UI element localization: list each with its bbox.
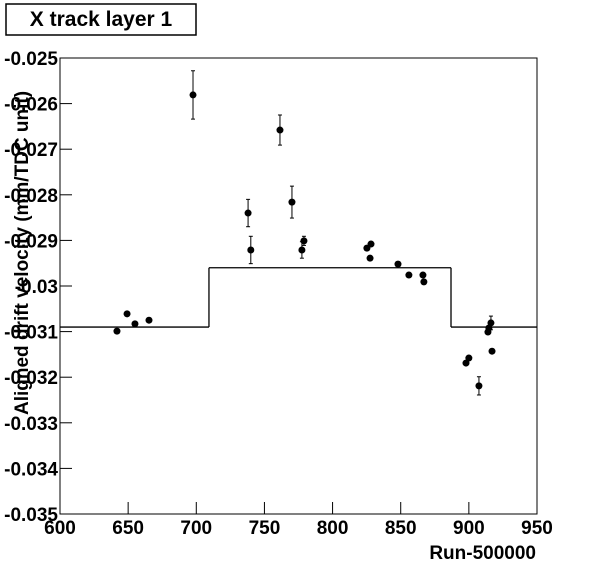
point: [123, 310, 131, 318]
y-tick-label: -0.029: [4, 231, 58, 252]
y-tick-label: -0.028: [4, 186, 58, 207]
point: [419, 271, 427, 279]
title-box: [5, 3, 197, 36]
point: [131, 320, 139, 328]
y-tick-label: -0.035: [4, 505, 58, 526]
y-tick-label: -0.033: [4, 414, 58, 435]
point: [367, 240, 375, 248]
point: [487, 319, 495, 327]
x-tick-label: 700: [180, 518, 212, 539]
x-tick-label: 850: [385, 518, 417, 539]
point: [394, 260, 402, 268]
point: [298, 246, 306, 254]
point: [247, 246, 255, 254]
y-tick-label: -0.027: [4, 140, 58, 161]
y-tick-label: -0.032: [4, 368, 58, 389]
y-tick-label: -0.026: [4, 95, 58, 116]
chart-title: X track layer 1: [30, 8, 173, 31]
point: [475, 382, 483, 390]
point: [244, 209, 252, 217]
y-tick-label: -0.031: [4, 323, 58, 344]
point: [276, 126, 284, 134]
x-tick-label: 800: [317, 518, 349, 539]
point: [488, 347, 496, 355]
y-tick-label: -0.03: [15, 277, 58, 298]
x-tick-label: 600: [44, 518, 76, 539]
x-tick-label: 900: [453, 518, 485, 539]
x-tick-label: 750: [249, 518, 281, 539]
point: [366, 254, 374, 262]
point: [300, 237, 308, 245]
x-tick-label: 650: [112, 518, 144, 539]
point: [405, 271, 413, 279]
y-axis-label: Aligned drift velocity (mm/TDC unit): [12, 91, 33, 415]
y-tick-label: -0.025: [4, 49, 58, 70]
point: [145, 316, 153, 324]
point: [465, 354, 473, 362]
x-tick-label: 950: [521, 518, 553, 539]
y-tick-label: -0.034: [4, 459, 58, 480]
point: [113, 327, 121, 335]
x-axis-label: Run-500000: [429, 543, 536, 564]
point: [288, 198, 296, 206]
point: [420, 278, 428, 286]
point: [189, 91, 197, 99]
